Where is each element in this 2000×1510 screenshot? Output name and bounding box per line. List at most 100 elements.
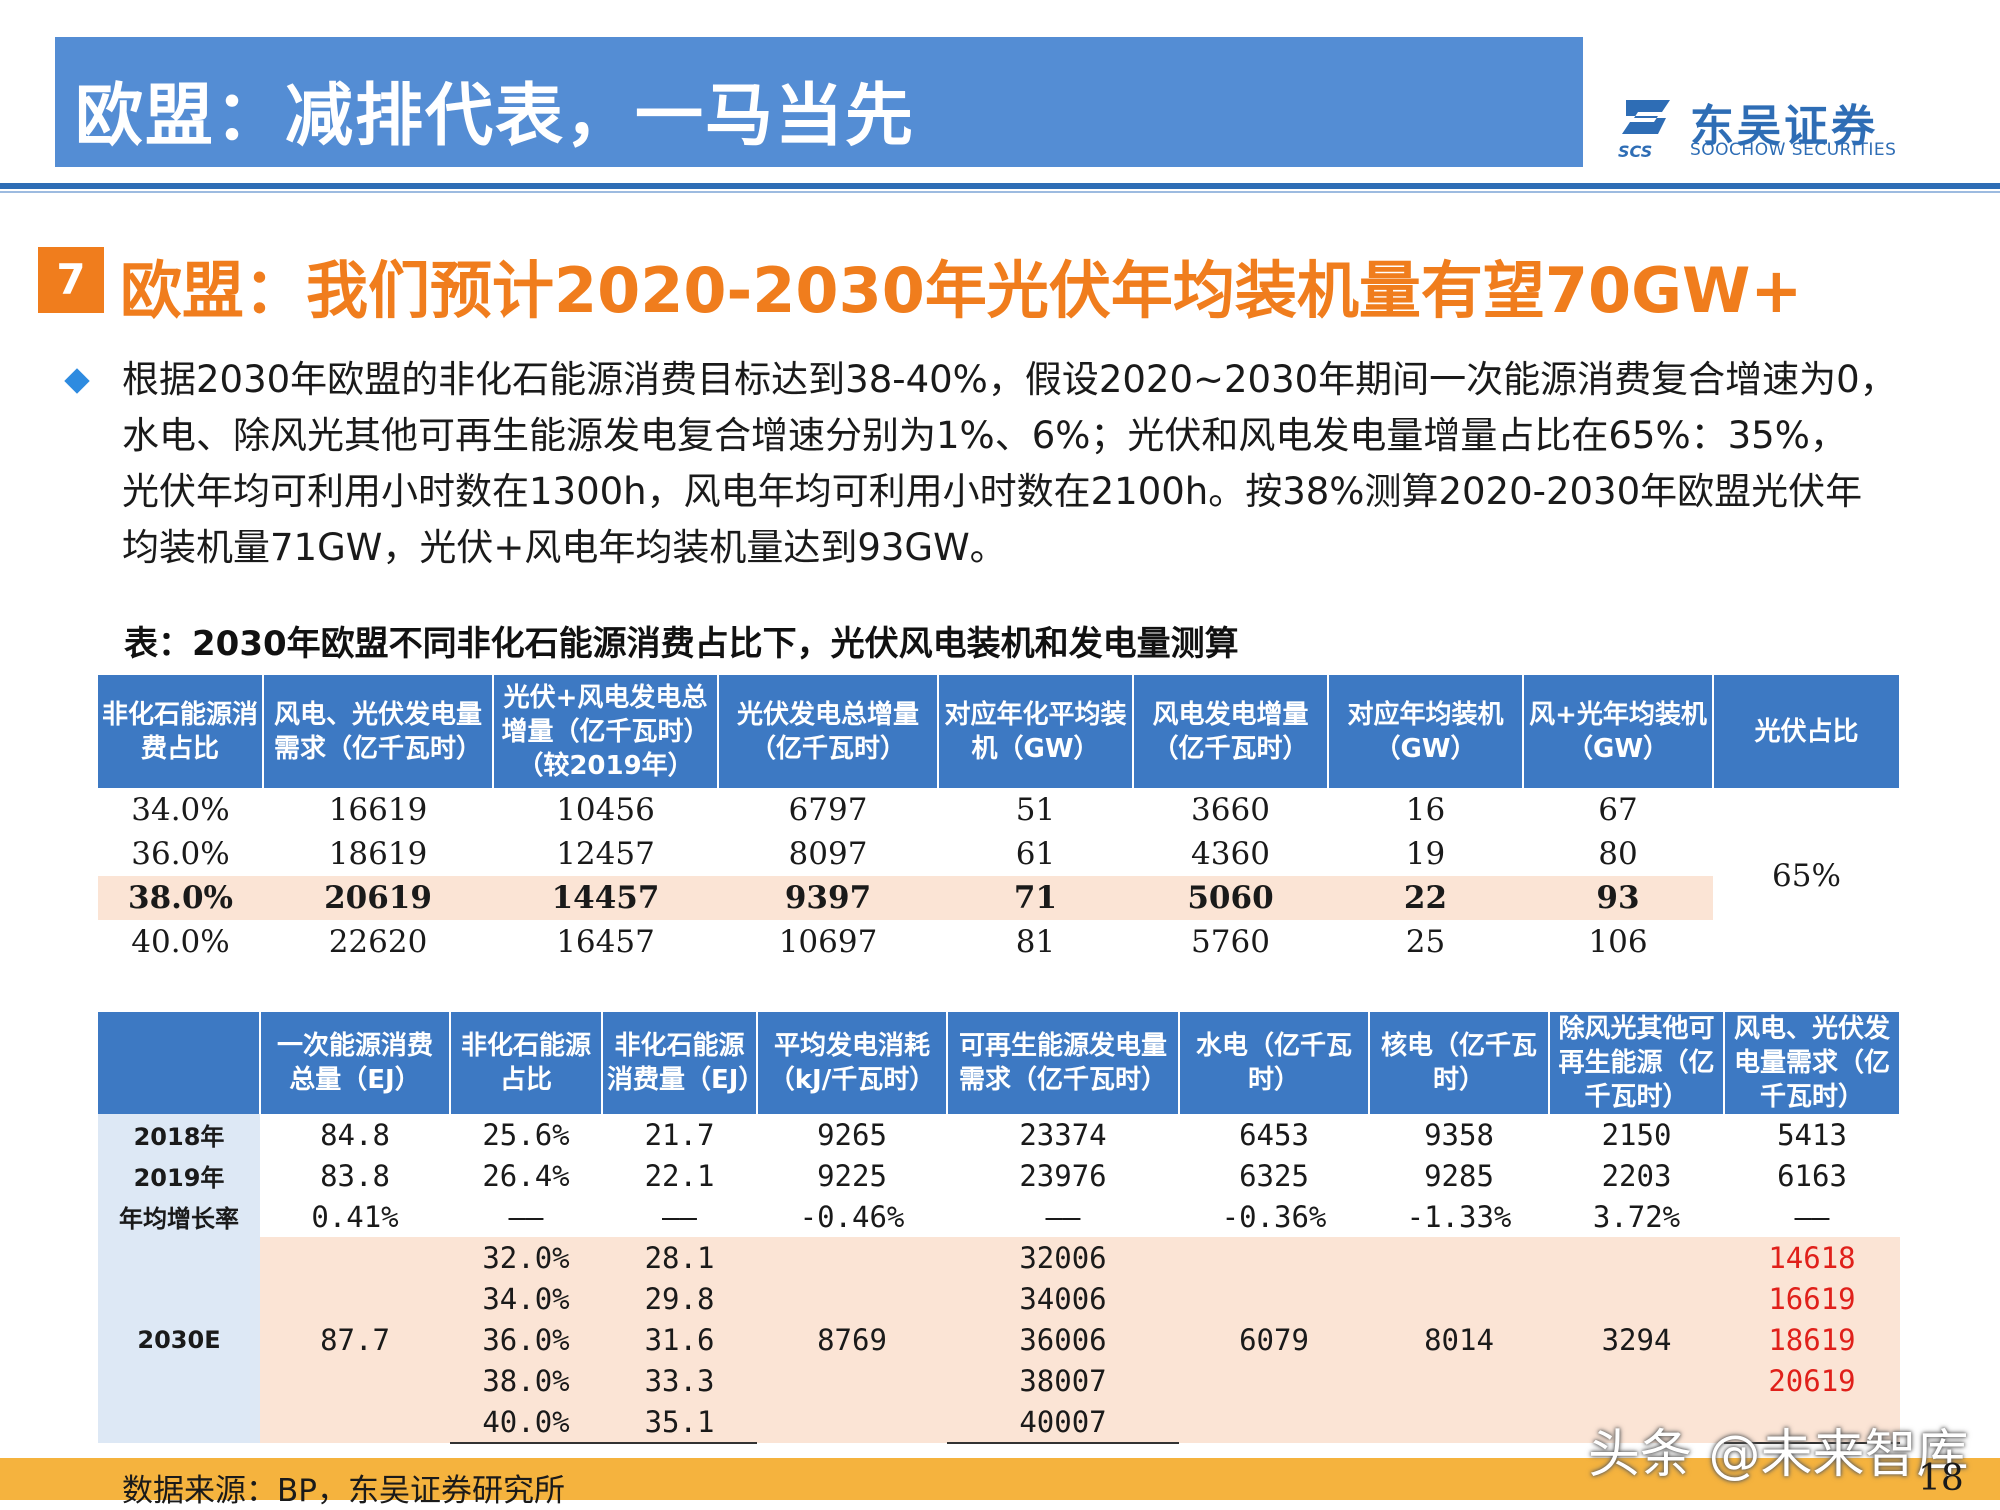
table-cell: 80 <box>1598 836 1638 872</box>
table-cell: 12457 <box>556 836 655 872</box>
table-cell: -0.36% <box>1221 1199 1327 1234</box>
column-header: 非化石能源占比 <box>450 1012 603 1114</box>
table-cell: 93 <box>1523 876 1713 920</box>
table-cell: 6453 <box>1239 1117 1309 1152</box>
table-cell: 18619 <box>1724 1319 1900 1360</box>
table-cell: 38.0% <box>98 876 263 920</box>
diamond-bullet-icon <box>64 368 90 394</box>
table-cell: 25 <box>1405 924 1446 960</box>
table-cell: 5060 <box>1133 876 1328 920</box>
column-header: 光伏发电总增量（亿千瓦时） <box>718 675 939 788</box>
table-cell: 2203 <box>1601 1158 1672 1193</box>
table-cell: 21.7 <box>644 1117 715 1152</box>
table-cell: 6079 <box>1179 1237 1369 1443</box>
column-header: 光伏+风电发电总增量（亿千瓦时）（较2019年） <box>493 675 719 788</box>
table-cell: 6797 <box>788 792 868 828</box>
table-cell: 40007 <box>947 1401 1179 1444</box>
table-cell: 14618 <box>1724 1237 1900 1278</box>
table-row-highlighted: 38.0% 20619 14457 9397 71 5060 22 93 <box>98 876 1900 920</box>
table-cell: 9397 <box>718 876 938 920</box>
table-cell: 51 <box>1015 792 1056 828</box>
table-cell: 5760 <box>1191 924 1270 960</box>
table-cell: 23374 <box>1019 1117 1107 1152</box>
pv-share-cell: 65% <box>1713 788 1900 964</box>
table-cell: 87.7 <box>260 1237 450 1443</box>
table-cell: 16619 <box>328 792 428 828</box>
table-cell: 29.8 <box>602 1278 757 1319</box>
table-cell: 71 <box>938 876 1133 920</box>
row-label: 年均增长率 <box>98 1196 260 1237</box>
energy-consumption-table: 一次能源消费总量（EJ） 非化石能源占比 非化石能源消费量（EJ） 平均发电消耗… <box>98 1012 1901 1444</box>
table-cell: 6163 <box>1777 1158 1847 1193</box>
table-caption: 表：2030年欧盟不同非化石能源消费占比下，光伏风电装机和发电量测算 <box>124 624 1239 664</box>
company-logo: SCS 东吴证券 SOOCHOW SECURITIES <box>1618 90 1958 162</box>
table-row: 36.0% 18619 12457 8097 61 4360 19 80 <box>98 832 1900 876</box>
table-cell: 106 <box>1588 924 1648 960</box>
column-header: 风电发电增量（亿千瓦时） <box>1133 675 1329 788</box>
table-cell: 6325 <box>1239 1158 1309 1193</box>
table-cell: 36.0% <box>450 1319 602 1360</box>
header-divider-thin <box>0 191 2000 193</box>
table-cell: 25.6% <box>482 1117 570 1152</box>
table-cell: 20619 <box>263 876 493 920</box>
table-cell: 36006 <box>947 1319 1179 1360</box>
table-cell: —— <box>1045 1199 1081 1234</box>
table-header-row: 一次能源消费总量（EJ） 非化石能源占比 非化石能源消费量（EJ） 平均发电消耗… <box>98 1012 1901 1114</box>
table-cell: 9358 <box>1424 1117 1494 1152</box>
table-cell <box>1724 1401 1900 1444</box>
column-header: 风电、光伏发电量需求（亿千瓦时） <box>263 675 494 788</box>
table-cell: 5413 <box>1777 1117 1847 1152</box>
header-divider <box>0 183 2000 189</box>
table-cell: —— <box>662 1199 697 1234</box>
summary-line: 根据2030年欧盟的非化石能源消费目标达到38-40%，假设2020~2030年… <box>122 358 1897 401</box>
summary-line: 均装机量71GW，光伏+风电年均装机量达到93GW。 <box>122 526 1007 569</box>
table-row-projection: 36.0% 31.6 36006 18619 <box>98 1319 1900 1360</box>
table-row: 40.0% 22620 16457 10697 81 5760 25 106 <box>98 920 1900 964</box>
table-cell: 16 <box>1405 792 1446 828</box>
column-header <box>98 1012 261 1114</box>
data-source-note: 数据来源：BP，东吴证券研究所 <box>122 1473 565 1509</box>
table-cell: 18619 <box>328 836 428 872</box>
table-cell: 9225 <box>817 1158 887 1193</box>
page-number: 18 <box>1918 1458 1964 1499</box>
footer-bar <box>0 1458 2000 1500</box>
table-cell: 32.0% <box>450 1237 602 1278</box>
section-title: 欧盟：我们预计2020-2030年光伏年均装机量有望70GW+ <box>120 254 1803 327</box>
table-cell: 36.0% <box>131 836 230 872</box>
table-cell: —— <box>508 1199 544 1234</box>
table-cell: 35.1 <box>602 1401 757 1444</box>
table-cell: 34006 <box>947 1278 1179 1319</box>
table-row-projection: 34.0% 29.8 34006 16619 <box>98 1278 1900 1319</box>
table-cell: 3.72% <box>1592 1199 1681 1234</box>
table-cell: 83.8 <box>320 1158 390 1193</box>
table-cell: 0.41% <box>311 1199 399 1234</box>
column-header: 可再生能源发电量需求（亿千瓦时） <box>947 1012 1180 1114</box>
table-cell: 4360 <box>1191 836 1270 872</box>
table-cell: 61 <box>1015 836 1056 872</box>
table-cell: 19 <box>1405 836 1446 872</box>
table-cell: 3294 <box>1549 1237 1724 1443</box>
table-cell: 16619 <box>1724 1278 1900 1319</box>
section-number-badge: 7 <box>38 247 104 313</box>
table-cell: 22.1 <box>644 1158 715 1193</box>
table-cell: 10456 <box>556 792 655 828</box>
column-header: 一次能源消费总量（EJ） <box>260 1012 451 1114</box>
table-cell: 8769 <box>757 1237 947 1443</box>
column-header: 风电、光伏发电量需求（亿千瓦时） <box>1724 1012 1901 1114</box>
table-cell: -1.33% <box>1406 1199 1512 1234</box>
table-cell: 14457 <box>493 876 718 920</box>
table-cell: 2150 <box>1601 1117 1672 1152</box>
column-header: 除风光其他可再生能源（亿千瓦时） <box>1549 1012 1725 1114</box>
table-cell: 9285 <box>1424 1158 1494 1193</box>
column-header: 平均发电消耗（kJ/千瓦时） <box>757 1012 948 1114</box>
summary-paragraph: 根据2030年欧盟的非化石能源消费目标达到38-40%，假设2020~2030年… <box>122 352 1942 576</box>
table-cell: 31.6 <box>602 1319 757 1360</box>
table-cell: 9265 <box>817 1117 887 1152</box>
table-cell: -0.46% <box>799 1199 905 1234</box>
column-header: 对应年化平均装机（GW） <box>938 675 1134 788</box>
table-cell: 38007 <box>947 1360 1179 1401</box>
table-cell: 84.8 <box>320 1117 390 1152</box>
table-row: 2018年 84.8 25.6% 21.7 9265 23374 6453 93… <box>98 1114 1900 1155</box>
table-cell: 20619 <box>1724 1360 1900 1401</box>
table-cell: 38.0% <box>450 1360 602 1401</box>
